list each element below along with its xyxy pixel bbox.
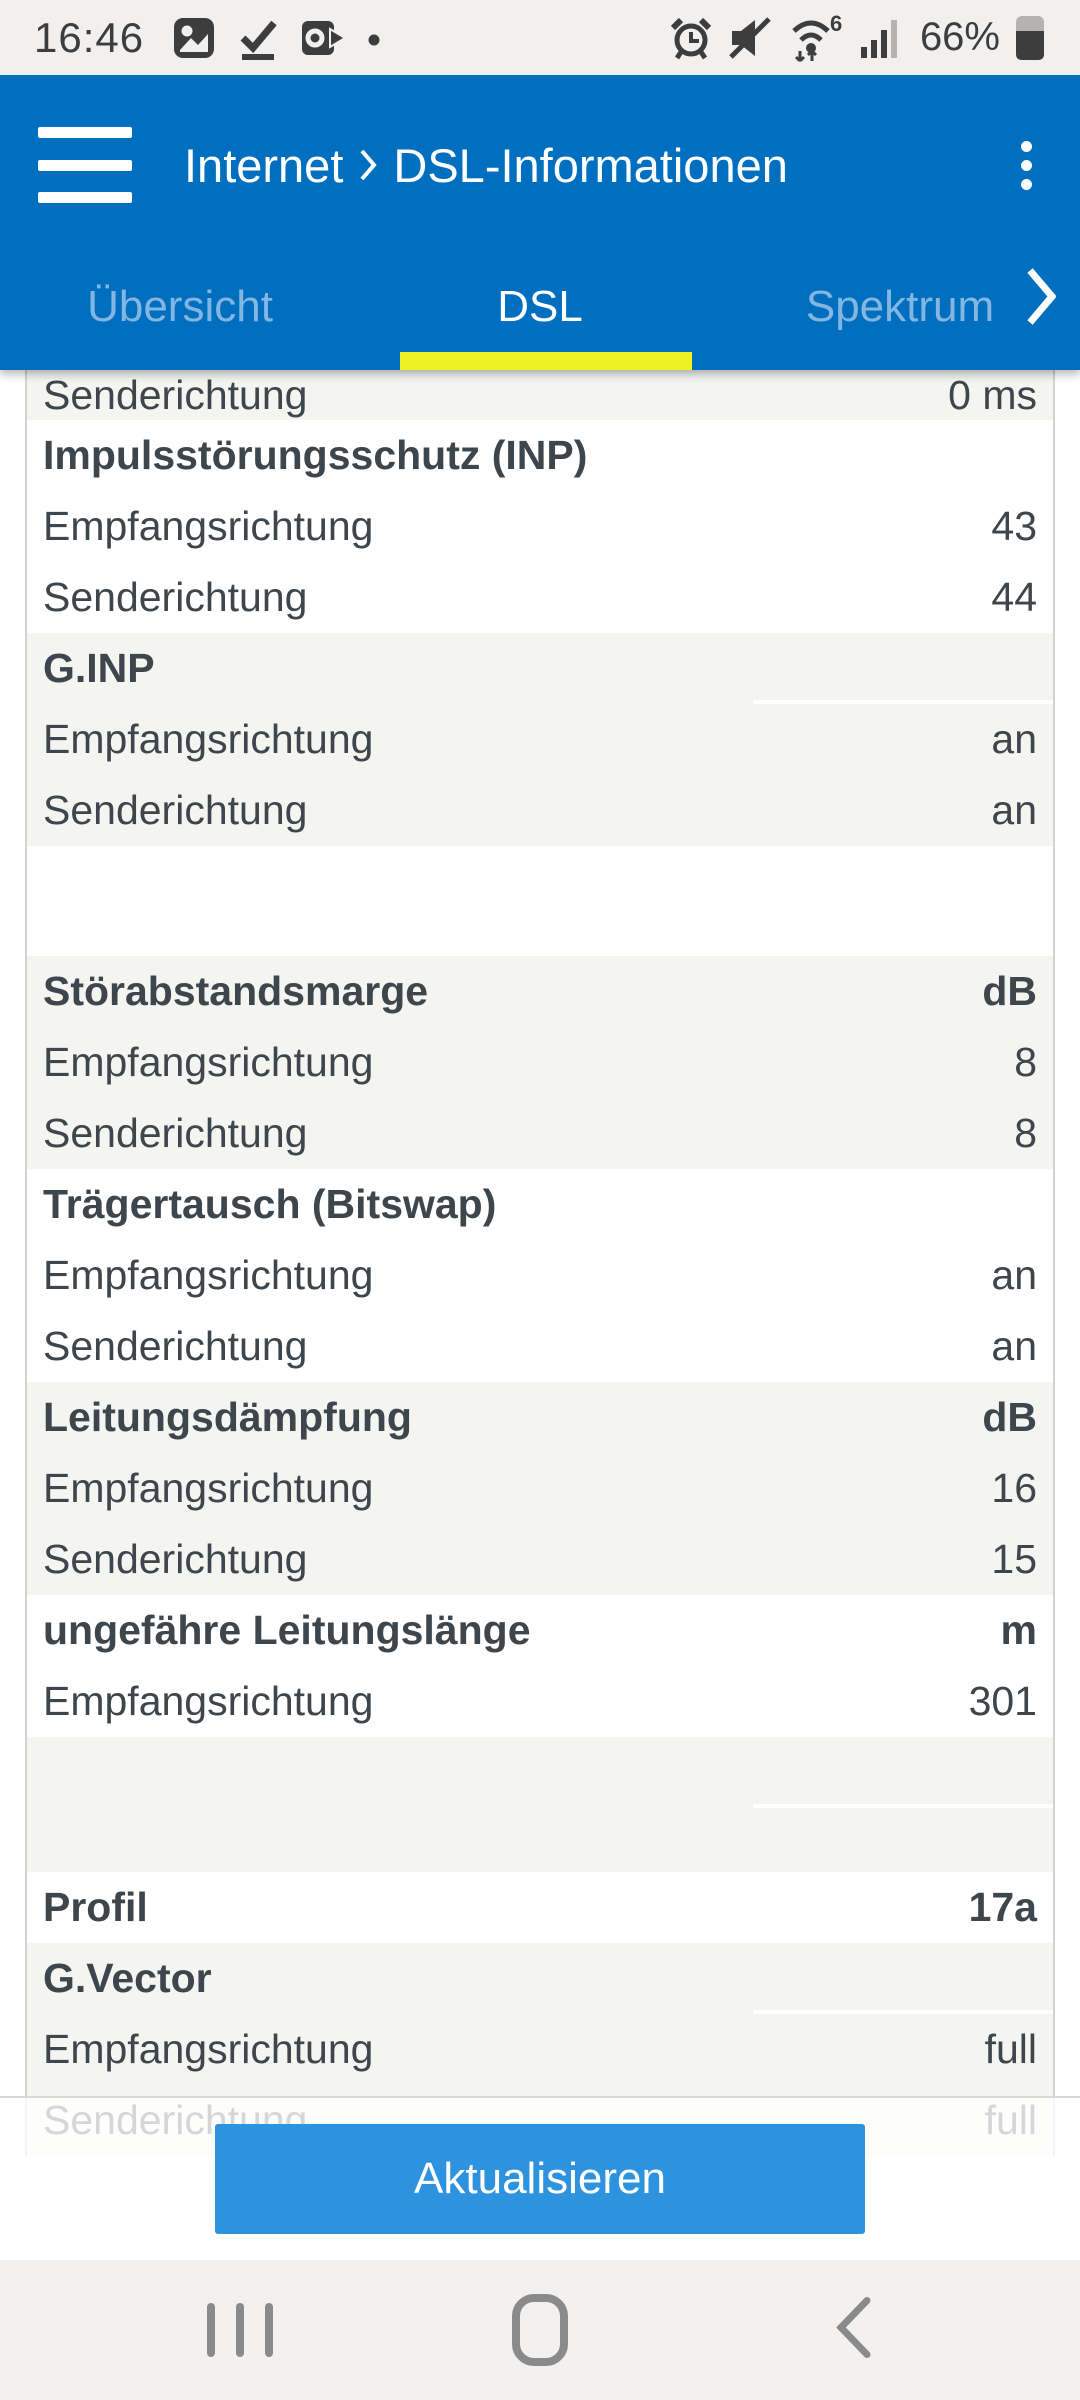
breadcrumb-section: Internet xyxy=(184,138,344,192)
row-value: full xyxy=(984,2026,1037,2072)
breadcrumb-page: DSL-Informationen xyxy=(393,138,788,192)
row-label: Senderichtung xyxy=(43,787,308,833)
table-row: Senderichtung an xyxy=(27,1311,1053,1382)
android-nav-bar xyxy=(0,2260,1080,2400)
table-spacer-row xyxy=(27,846,1053,956)
outlook-icon xyxy=(300,16,347,60)
alarm-icon xyxy=(668,15,714,61)
table-row: Senderichtung 44 xyxy=(27,562,1053,633)
table-row: Empfangsrichtung 301 xyxy=(27,1666,1053,1737)
tab-dsl[interactable]: DSL xyxy=(497,281,583,331)
table-row: Leitungsdämpfung dB xyxy=(27,1382,1053,1453)
row-label: Senderichtung xyxy=(43,1536,308,1582)
row-value: 16 xyxy=(991,1465,1037,1511)
table-row: G.Vector xyxy=(27,1943,1053,2014)
row-label: Empfangsrichtung xyxy=(43,1039,374,1085)
notification-icons xyxy=(172,16,382,60)
tab-bar: Übersicht DSL Spektrum xyxy=(0,255,1080,370)
status-bar: 16:46 6 66% xyxy=(0,0,1080,75)
row-value: 15 xyxy=(991,1536,1037,1582)
table-row: Störabstandsmarge dB xyxy=(27,956,1053,1027)
row-label: Profil xyxy=(43,1884,148,1930)
table-row: Empfangsrichtung 8 xyxy=(27,1027,1053,1098)
table-row: Senderichtung 0 ms xyxy=(27,370,1053,420)
svg-text:6: 6 xyxy=(830,13,842,36)
check-underline-icon xyxy=(236,16,280,60)
table-row: Impulsstörungsschutz (INP) xyxy=(27,420,1053,491)
row-label: ungefähre Leitungslänge xyxy=(43,1607,531,1653)
table-row: Empfangsrichtung 43 xyxy=(27,491,1053,562)
row-value: an xyxy=(991,787,1037,833)
tab-spektrum[interactable]: Spektrum xyxy=(805,281,995,331)
row-label: Trägertausch (Bitswap) xyxy=(43,1181,497,1227)
table-row: Empfangsrichtung an xyxy=(27,704,1053,775)
row-label: Senderichtung xyxy=(43,574,308,620)
table-row: Empfangsrichtung 16 xyxy=(27,1453,1053,1524)
row-value: 0 ms xyxy=(948,371,1037,418)
row-label: Störabstandsmarge xyxy=(43,968,429,1014)
breadcrumb: Internet DSL-Informationen xyxy=(184,138,788,193)
row-value: 301 xyxy=(968,1678,1037,1724)
table-row: Senderichtung an xyxy=(27,775,1053,846)
row-value: 43 xyxy=(991,503,1037,549)
back-icon[interactable] xyxy=(835,2297,871,2364)
chevron-right-icon[interactable] xyxy=(1026,266,1057,331)
row-value: dB xyxy=(982,968,1037,1014)
table-row: G.INP xyxy=(27,633,1053,704)
row-value: 8 xyxy=(1014,1110,1037,1156)
battery-percent-text: 66% xyxy=(919,15,1000,59)
overflow-menu-icon[interactable] xyxy=(1011,131,1042,200)
table-row: Empfangsrichtung an xyxy=(27,1240,1053,1311)
table-row: Trägertausch (Bitswap) xyxy=(27,1169,1053,1240)
photo-icon xyxy=(172,16,216,60)
row-value: dB xyxy=(982,1394,1037,1440)
row-value: an xyxy=(991,716,1037,762)
table-spacer-row xyxy=(27,1737,1053,1872)
battery-icon xyxy=(1014,13,1046,63)
row-value: m xyxy=(1000,1607,1037,1653)
row-value: an xyxy=(991,1323,1037,1369)
menu-hamburger-icon[interactable] xyxy=(38,127,132,203)
row-label: Impulsstörungsschutz (INP) xyxy=(43,432,588,478)
row-value: 8 xyxy=(1014,1039,1037,1085)
row-label: G.Vector xyxy=(43,1955,212,2001)
table-row: Senderichtung 8 xyxy=(27,1098,1053,1169)
refresh-button[interactable]: Aktualisieren xyxy=(215,2124,865,2234)
system-status-icons: 6 66% xyxy=(668,13,1046,63)
row-label: Senderichtung xyxy=(43,371,308,418)
signal-icon xyxy=(860,15,902,61)
wifi6-icon: 6 xyxy=(786,13,846,63)
row-label: Leitungsdämpfung xyxy=(43,1394,412,1440)
breadcrumb-chevron-icon xyxy=(359,148,378,182)
row-label: Empfangsrichtung xyxy=(43,2026,374,2072)
row-label: Senderichtung xyxy=(43,1323,308,1369)
table-row: Empfangsrichtung full xyxy=(27,2014,1053,2085)
table-row: Profil 17a xyxy=(27,1872,1053,1943)
bottom-action-bar: Aktualisieren xyxy=(0,2096,1080,2260)
recents-icon[interactable] xyxy=(207,2303,273,2357)
table-row: ungefähre Leitungslänge m xyxy=(27,1595,1053,1666)
row-label: Empfangsrichtung xyxy=(43,716,374,762)
home-icon[interactable] xyxy=(512,2294,568,2366)
row-label: G.INP xyxy=(43,645,155,691)
dsl-info-table: Senderichtung 0 ms Impulsstörungsschutz (I… xyxy=(25,370,1055,2156)
row-label: Empfangsrichtung xyxy=(43,1678,374,1724)
table-row: Senderichtung 15 xyxy=(27,1524,1053,1595)
tab-übersicht[interactable]: Übersicht xyxy=(87,281,273,331)
title-row: Internet DSL-Informationen xyxy=(0,75,1080,255)
row-value: an xyxy=(991,1252,1037,1298)
row-label: Empfangsrichtung xyxy=(43,1252,374,1298)
clock-text: 16:46 xyxy=(34,13,145,61)
row-value: 44 xyxy=(991,574,1037,620)
mute-icon xyxy=(728,15,772,61)
row-label: Empfangsrichtung xyxy=(43,503,374,549)
row-label: Empfangsrichtung xyxy=(43,1465,374,1511)
more-notifications-dot xyxy=(366,16,382,60)
app-header: Internet DSL-Informationen Übersicht DSL S… xyxy=(0,75,1080,370)
row-label: Senderichtung xyxy=(43,1110,308,1156)
row-value: 17a xyxy=(968,1884,1037,1930)
active-tab-underline xyxy=(400,352,692,370)
